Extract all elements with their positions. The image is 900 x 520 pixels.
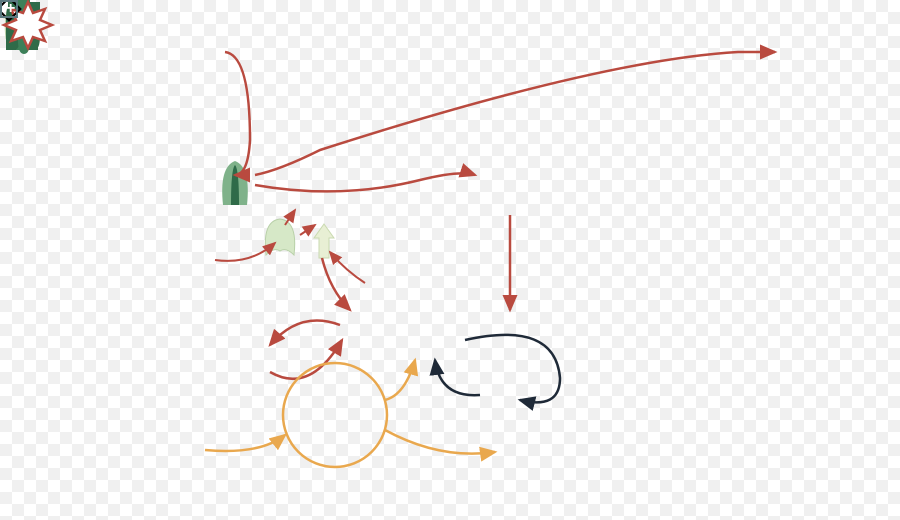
legend [0,0,26,18]
protein-ps1-left [310,220,338,267]
protein-transporter-left [260,215,300,265]
legend-icon [0,0,18,18]
protein-ps2-left [215,155,255,215]
checker-background [0,0,900,520]
